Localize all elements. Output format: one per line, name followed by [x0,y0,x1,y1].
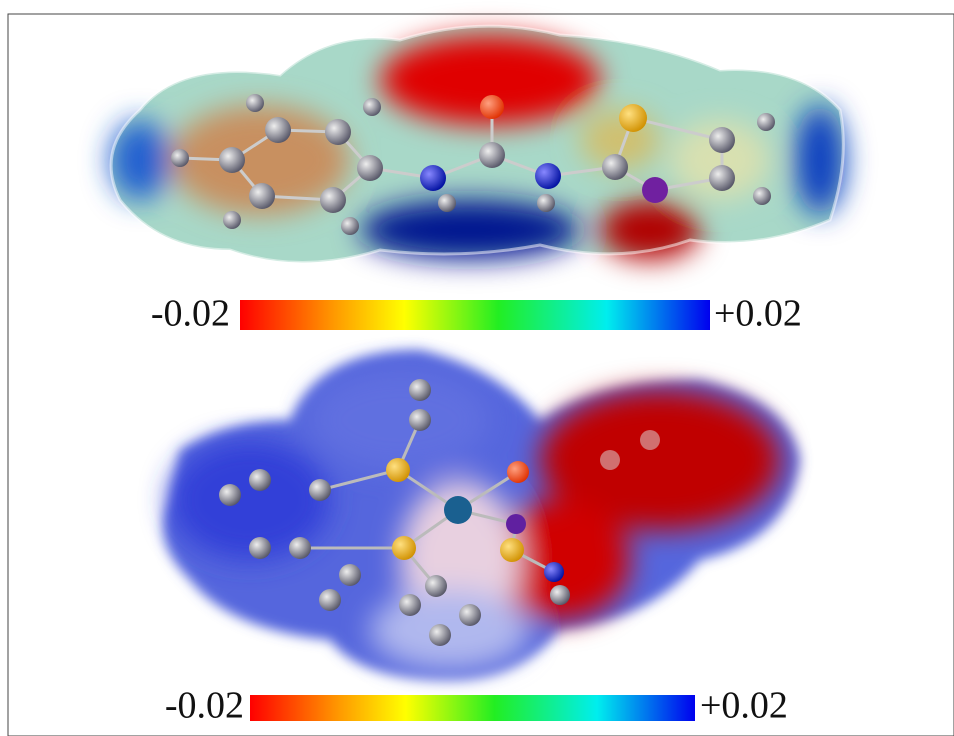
figure: -0.02 +0.02 [0,0,954,736]
scale-max-label: +0.02 [700,685,788,727]
surface-bottom [163,350,800,680]
scale-min-label: -0.02 [151,293,230,335]
colorbar [240,300,710,330]
scale-min-label: -0.02 [165,685,244,727]
scale-max-label: +0.02 [714,293,802,335]
colorbar [250,695,695,721]
surface-top [110,26,845,262]
